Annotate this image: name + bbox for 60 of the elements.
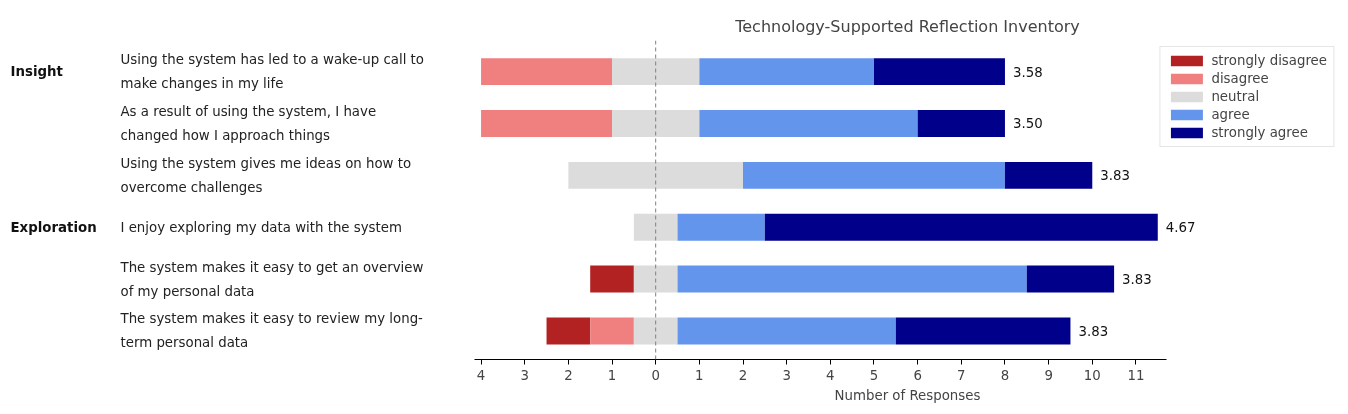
- bar: [590, 317, 634, 345]
- legend-label: disagree: [1211, 71, 1269, 86]
- bar: [677, 265, 1027, 293]
- x-tick-label: 1: [695, 367, 704, 383]
- x-tick-label: 11: [1127, 367, 1145, 383]
- x-tick-label: 4: [476, 367, 486, 383]
- bar: [633, 265, 678, 293]
- bar: [612, 58, 700, 86]
- y-tick-label: As a result of using the system, I have changed how I approach things: [120, 103, 377, 143]
- bar: [546, 317, 591, 345]
- bar: [699, 110, 918, 137]
- x-axis-title: Number of Responses: [834, 387, 981, 403]
- y-tick-label: The system makes it easy to review my long-term personal data: [119, 311, 424, 351]
- y-tick-label: The system makes it easy to get an overview of my personal data: [119, 259, 424, 299]
- y-tick-label: Using the system has led to a wake-up call to make changes in my life: [120, 52, 424, 92]
- x-tick-label: 10: [1083, 367, 1101, 383]
- x-tick-label: 4: [826, 367, 835, 383]
- annotation: 3.83: [1122, 272, 1152, 288]
- bar: [917, 110, 1005, 137]
- x-tick-label: 8: [1000, 367, 1010, 383]
- x-tick-label: 9: [1044, 367, 1053, 383]
- legend-label: agree: [1211, 107, 1250, 122]
- y-tick-label: Using the system gives me ideas on how to overcome challenges: [120, 155, 412, 195]
- legend-label: neutral: [1211, 89, 1260, 104]
- x-tick-label: 5: [869, 367, 879, 383]
- text: Exploration: [10, 219, 97, 235]
- x-tick-label: 0: [651, 367, 660, 383]
- x-tick-label: 2: [738, 367, 748, 383]
- x-tick-label: 2: [564, 367, 573, 383]
- annotation: 4.67: [1165, 220, 1196, 236]
- bar: [568, 161, 743, 189]
- bar: [481, 58, 613, 86]
- y-tick-label: I enjoy exploring my data with the system: [120, 219, 402, 235]
- chart-title: Technology-Supported Reflection Inventory: [734, 16, 1080, 36]
- bar: [677, 213, 765, 241]
- legend-label: strongly disagree: [1211, 53, 1327, 68]
- legend-label: strongly agree: [1211, 125, 1308, 140]
- bar: [873, 58, 1005, 86]
- x-tick-label: 3: [782, 367, 791, 383]
- bar: [633, 213, 678, 241]
- annotation: 3.50: [1012, 116, 1043, 132]
- bar: [1004, 161, 1093, 189]
- x-tick-label: 7: [957, 367, 966, 383]
- bar: [677, 317, 896, 345]
- bar: [612, 110, 700, 137]
- annotation: 3.83: [1078, 323, 1109, 339]
- x-tick-label: 6: [913, 367, 922, 383]
- bar: [895, 317, 1071, 345]
- bar: [1026, 265, 1115, 293]
- bar: [743, 161, 1005, 189]
- bar: [699, 58, 874, 86]
- bar: [764, 213, 1158, 241]
- annotation: 3.58: [1012, 64, 1043, 80]
- bar: [590, 265, 634, 293]
- annotation: 3.83: [1100, 168, 1130, 184]
- x-tick-label: 1: [607, 367, 617, 383]
- text: Insight: [10, 64, 64, 80]
- bar: [481, 110, 613, 137]
- bar: [633, 317, 678, 345]
- x-tick-label: 3: [520, 367, 529, 383]
